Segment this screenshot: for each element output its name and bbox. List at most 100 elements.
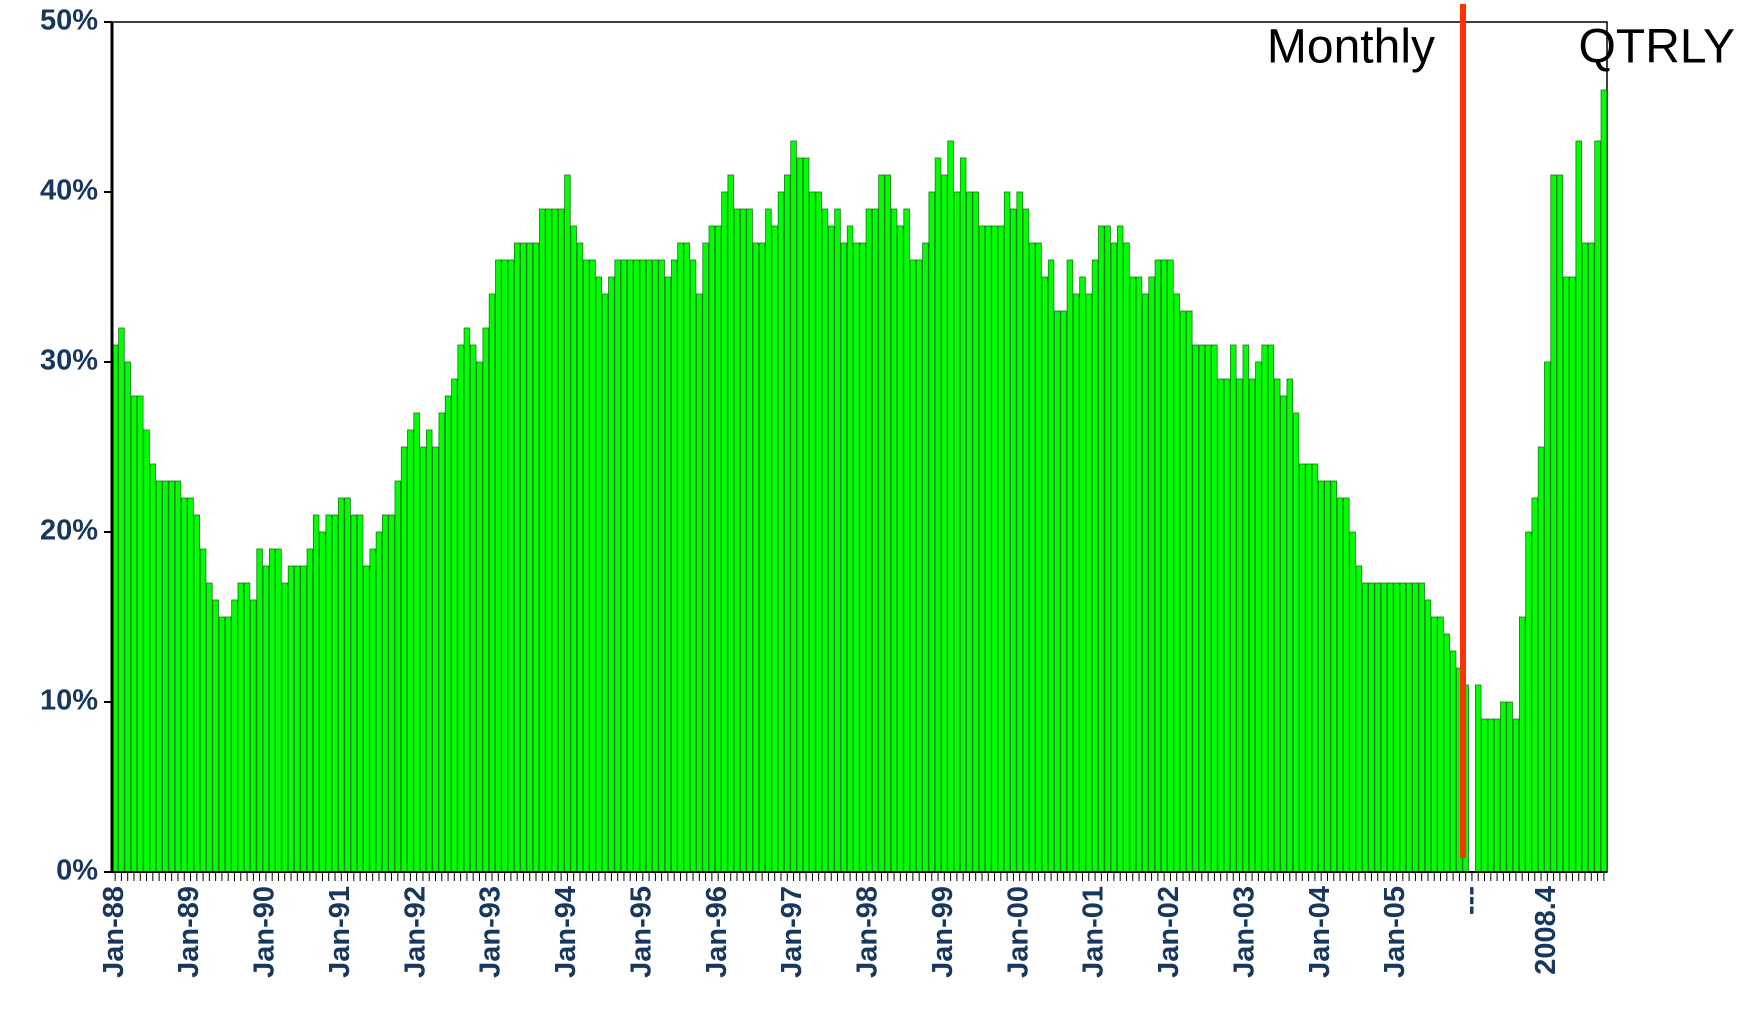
bar <box>758 242 766 873</box>
bar <box>1016 191 1023 873</box>
bar <box>457 344 464 873</box>
bar <box>218 616 226 873</box>
bar <box>124 361 131 873</box>
bar <box>683 242 690 873</box>
bar <box>664 276 672 873</box>
bar <box>206 582 213 873</box>
bar <box>1110 242 1118 873</box>
x-tick-label: Jan-05 <box>1379 886 1411 978</box>
bar <box>727 174 734 873</box>
bar <box>752 242 760 873</box>
bar <box>1116 225 1124 873</box>
bar <box>633 259 640 873</box>
bar <box>721 191 728 873</box>
bar <box>1010 208 1017 873</box>
bar <box>331 514 339 873</box>
bar <box>1292 412 1300 873</box>
bar <box>1368 582 1375 873</box>
bar <box>1550 174 1557 873</box>
bar <box>212 599 219 873</box>
bar <box>388 514 395 873</box>
bar <box>451 378 458 873</box>
bar <box>1393 582 1400 873</box>
bar <box>884 174 891 873</box>
bar <box>162 480 169 873</box>
bar <box>991 225 998 873</box>
bar <box>262 565 270 873</box>
bar <box>1361 582 1369 873</box>
bar <box>928 191 935 873</box>
bar <box>1160 259 1168 873</box>
bar <box>174 480 182 873</box>
bar <box>1173 293 1180 873</box>
bar <box>997 225 1005 873</box>
bar <box>620 259 628 873</box>
bar <box>890 208 898 873</box>
bar <box>1311 463 1319 873</box>
bar <box>1142 293 1149 873</box>
bar <box>526 242 533 873</box>
bar <box>199 548 207 873</box>
bar <box>708 225 716 873</box>
bar <box>1556 174 1564 873</box>
bar <box>1317 480 1325 873</box>
bar <box>576 242 584 873</box>
bar <box>922 242 929 873</box>
bar <box>469 344 477 873</box>
bar <box>312 514 320 873</box>
bar <box>1305 463 1312 873</box>
bar <box>1267 344 1275 873</box>
bar <box>513 242 521 873</box>
y-tick-label: 0% <box>56 855 98 887</box>
bar <box>375 531 383 873</box>
bar <box>1343 497 1350 873</box>
bar <box>338 497 345 873</box>
bar <box>564 174 571 873</box>
bar <box>1072 293 1080 873</box>
bar <box>1242 344 1250 873</box>
bar <box>350 514 358 873</box>
bar <box>677 242 684 873</box>
bar <box>1506 701 1513 873</box>
bar <box>909 259 917 873</box>
bar <box>1022 208 1030 873</box>
bar <box>281 582 288 873</box>
bar <box>589 259 596 873</box>
bar <box>1248 378 1256 873</box>
bar <box>771 225 778 873</box>
bar <box>790 140 797 873</box>
bar <box>1204 344 1212 873</box>
bar <box>802 157 810 873</box>
bar <box>1431 616 1438 873</box>
x-tick-label: --- <box>1455 886 1487 915</box>
bar <box>149 463 157 873</box>
x-tick-label: Jan-01 <box>1078 886 1110 978</box>
bar <box>1129 276 1136 873</box>
bar <box>765 208 772 873</box>
bar <box>275 548 282 873</box>
bar <box>740 208 747 873</box>
bar <box>356 514 364 873</box>
bar <box>545 208 552 873</box>
bar <box>495 259 502 873</box>
bar <box>915 259 923 873</box>
bar <box>501 259 508 873</box>
bar <box>1569 276 1576 873</box>
bar <box>1198 344 1206 873</box>
bar <box>595 276 603 873</box>
bar <box>608 276 615 873</box>
bar <box>1273 378 1281 873</box>
bar <box>953 191 961 873</box>
bar <box>941 174 948 873</box>
bar <box>1330 480 1337 873</box>
bar <box>224 616 232 873</box>
bar <box>1299 463 1306 873</box>
bar <box>118 327 125 873</box>
bar <box>539 208 546 873</box>
bar <box>325 514 332 873</box>
bar <box>1481 718 1488 873</box>
bar <box>777 191 785 873</box>
bar <box>1500 701 1507 873</box>
x-tick-label: Jan-99 <box>927 886 959 978</box>
bar <box>702 242 709 873</box>
